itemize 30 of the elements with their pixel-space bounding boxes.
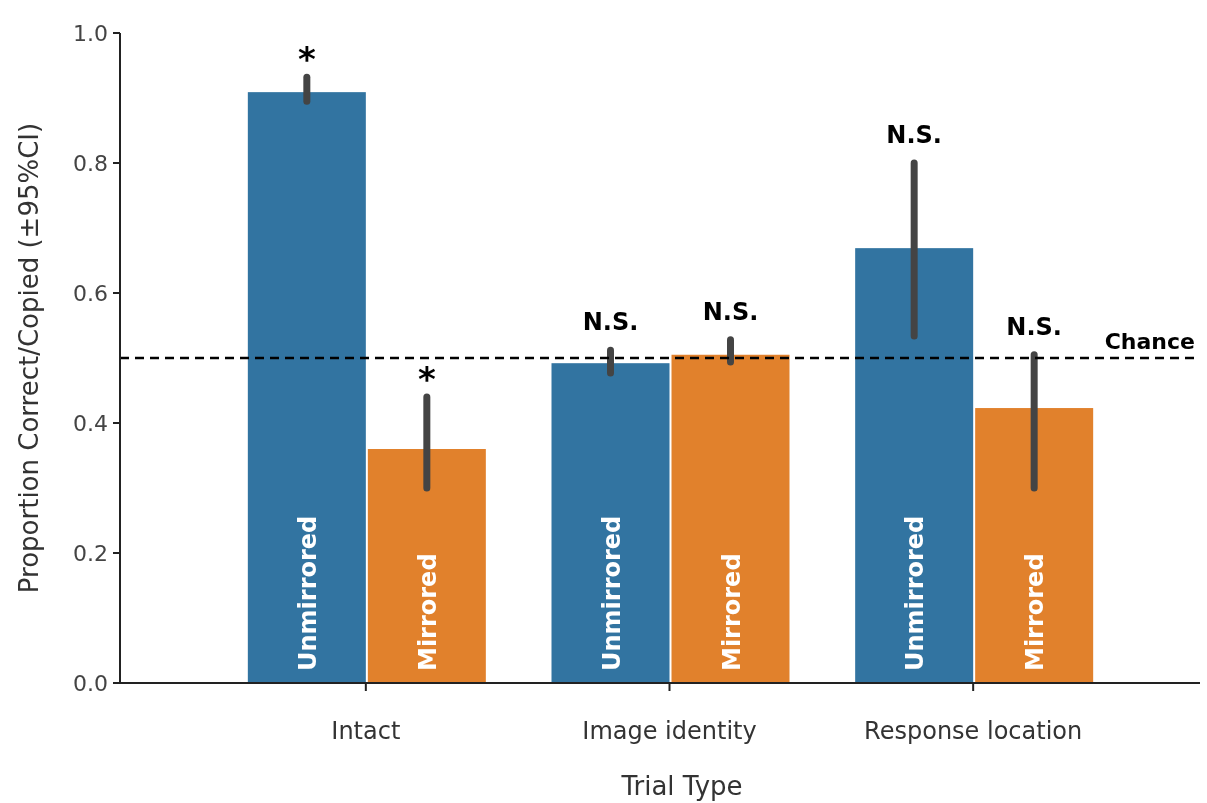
series-label: Mirrored: [413, 553, 442, 671]
annotation: N.S.: [886, 121, 942, 149]
bar: [247, 92, 366, 683]
bar: [367, 449, 486, 683]
text: Unmirrored: [901, 515, 930, 671]
annotation: N.S.: [1006, 312, 1062, 341]
x-tick-label: Image identity: [582, 717, 757, 745]
y-tick-label: 0.8: [73, 150, 108, 176]
y-tick-label: 0.4: [73, 410, 108, 436]
text: Mirrored: [717, 553, 746, 671]
text: Mirrored: [1021, 553, 1050, 671]
text: Unmirrored: [597, 515, 626, 671]
y-tick-label: 0.6: [73, 280, 108, 306]
bar: [551, 363, 670, 683]
y-tick-label: 0.0: [73, 670, 108, 696]
annotation: N.S.: [582, 308, 639, 337]
annotation: N.S.: [702, 297, 759, 326]
bar: [855, 248, 974, 683]
y-axis-title: Proportion Correct/Copied (±95%CI): [14, 122, 44, 594]
x-tick-label: Intact: [331, 717, 401, 745]
y-tick-label: 1.0: [73, 20, 108, 46]
x-tick-label: Response location: [864, 717, 1083, 745]
annotation: *: [417, 359, 436, 399]
series-label: Unmirrored: [293, 515, 322, 671]
ref-line-label: Chance: [1104, 329, 1195, 354]
bar: [975, 408, 1094, 683]
bar: [671, 354, 790, 683]
x-axis-title: Trial Type: [620, 771, 743, 801]
y-tick-label: 0.2: [73, 540, 108, 566]
annotation: *: [297, 39, 316, 80]
